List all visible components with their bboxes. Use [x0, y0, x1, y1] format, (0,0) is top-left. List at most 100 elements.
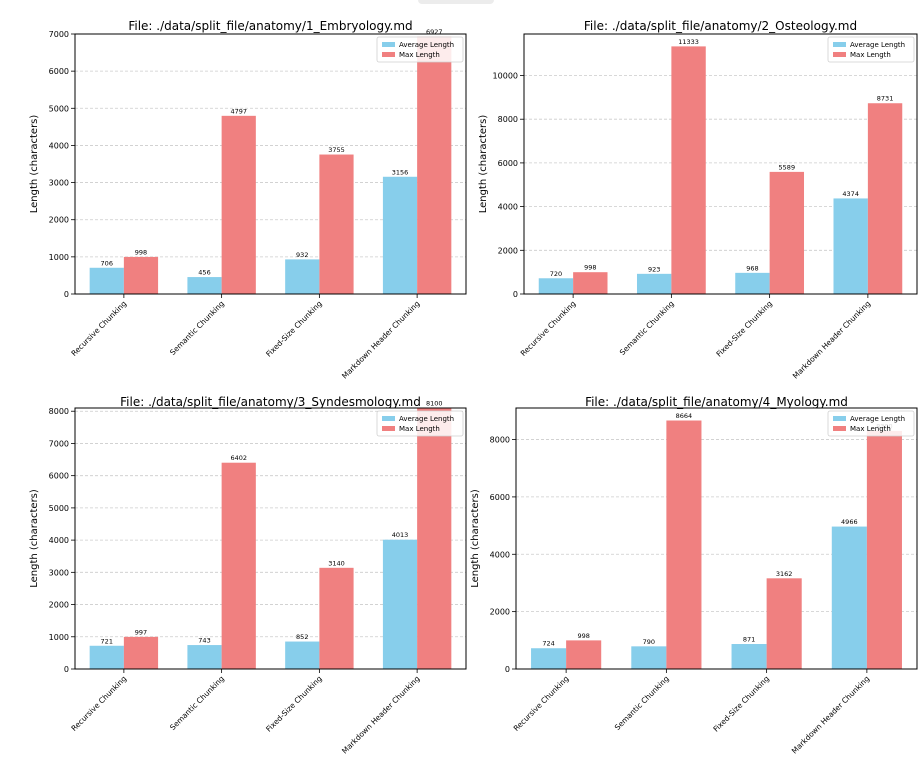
bar-value-label: 3755	[328, 146, 345, 154]
max-length-bar	[221, 115, 256, 294]
y-tick-label: 2000	[49, 601, 69, 610]
average-length-bar	[187, 645, 222, 669]
bar-value-label: 923	[648, 265, 660, 273]
y-tick-label: 8000	[490, 436, 510, 445]
bar-value-label: 720	[550, 270, 562, 278]
legend-swatch-average	[382, 42, 395, 47]
y-axis-label: Length (characters)	[29, 115, 40, 214]
x-category-label: Semantic Chunking	[168, 674, 226, 732]
x-category-label: Recursive Chunking	[519, 299, 578, 358]
legend: Average Length Max Length	[376, 36, 464, 63]
y-tick-label: 0	[505, 665, 510, 674]
bar-value-label: 8100	[426, 400, 443, 408]
y-tick-label: 8000	[498, 115, 518, 124]
legend-label-max: Max Length	[399, 51, 440, 59]
plot-frame	[523, 33, 918, 295]
y-tick-label: 5000	[49, 104, 69, 113]
average-length-bar	[636, 273, 672, 294]
y-tick-label: 4000	[49, 536, 69, 545]
x-category-label: Recursive Chunking	[512, 674, 571, 733]
x-category-label: Fixed-Size Chunking	[264, 299, 324, 359]
legend-box	[376, 36, 464, 63]
bar-value-label: 724	[542, 640, 554, 648]
average-length-bar	[89, 267, 124, 294]
legend: Average Length Max Length	[827, 36, 915, 63]
legend-label-max: Max Length	[850, 425, 891, 433]
chart-title: File: ./data/split_file/anatomy/4_Myolog…	[585, 395, 848, 409]
y-tick-label: 6000	[490, 493, 510, 502]
y-tick-label: 5000	[49, 504, 69, 513]
average-length-bar	[731, 644, 767, 669]
bars-group	[89, 36, 452, 294]
legend-swatch-average	[833, 42, 846, 47]
max-length-bar	[123, 256, 159, 294]
average-length-bar	[285, 259, 320, 294]
bar-value-label: 3162	[776, 570, 793, 578]
bar-value-label: 932	[296, 251, 308, 259]
y-tick-label: 10000	[493, 72, 518, 81]
plot-frame	[515, 407, 918, 670]
max-length-bar	[666, 420, 702, 669]
bar-value-label: 743	[198, 637, 210, 645]
plot-frame	[74, 407, 467, 670]
y-tick-label: 3000	[49, 568, 69, 577]
bar-value-label: 998	[577, 632, 589, 640]
chart-title: File: ./data/split_file/anatomy/3_Syndes…	[120, 395, 421, 409]
average-length-bar	[538, 278, 574, 294]
legend-box	[827, 36, 915, 63]
chart-panel-3: File: ./data/split_file/anatomy/3_Syndes…	[29, 395, 467, 756]
y-tick-label: 2000	[498, 246, 518, 255]
max-length-bar	[573, 272, 608, 294]
y-tick-label: 1000	[49, 253, 69, 262]
y-axis-label: Length (characters)	[470, 489, 481, 588]
x-category-label: Markdown Header Chunking	[340, 299, 422, 381]
legend-box	[376, 410, 464, 437]
chart-panel-2: File: ./data/split_file/anatomy/2_Osteol…	[478, 19, 918, 381]
max-length-bar	[319, 567, 354, 669]
average-length-bar	[833, 198, 868, 294]
x-category-label: Recursive Chunking	[69, 299, 128, 358]
average-length-bar	[831, 526, 867, 669]
y-tick-label: 3000	[49, 179, 69, 188]
x-category-label: Fixed-Size Chunking	[714, 299, 774, 359]
average-length-bar	[631, 646, 667, 669]
max-length-bar	[319, 154, 354, 294]
legend-label-max: Max Length	[399, 425, 440, 433]
average-length-bar	[89, 645, 124, 669]
bar-value-label: 4374	[842, 190, 859, 198]
legend-swatch-max	[382, 426, 395, 431]
x-category-label: Semantic Chunking	[618, 299, 676, 357]
bar-value-label: 852	[296, 633, 308, 641]
legend-label-average: Average Length	[399, 415, 454, 423]
x-category-label: Semantic Chunking	[168, 299, 226, 357]
chart-title: File: ./data/split_file/anatomy/1_Embryo…	[128, 19, 412, 33]
max-length-bar	[417, 36, 452, 294]
y-tick-label: 6000	[49, 472, 69, 481]
legend-label-average: Average Length	[850, 41, 905, 49]
average-length-bar	[531, 648, 567, 669]
bar-value-label: 997	[135, 628, 147, 636]
average-length-bar	[285, 641, 320, 669]
max-length-bar	[769, 171, 805, 294]
bar-value-label: 721	[101, 637, 113, 645]
max-length-bar	[221, 462, 256, 669]
max-length-bar	[867, 103, 903, 294]
y-tick-label: 8000	[49, 407, 69, 416]
y-tick-label: 4000	[490, 550, 510, 559]
legend-label-average: Average Length	[850, 415, 905, 423]
bar-value-label: 790	[643, 638, 655, 646]
bar-value-label: 4013	[392, 531, 409, 539]
bar-value-label: 11333	[678, 38, 699, 46]
average-length-bar	[382, 176, 418, 294]
y-tick-label: 0	[64, 665, 69, 674]
x-category-label: Markdown Header Chunking	[790, 674, 872, 756]
legend-swatch-max	[833, 52, 846, 57]
y-tick-label: 6000	[498, 159, 518, 168]
x-category-label: Markdown Header Chunking	[791, 299, 873, 381]
bar-value-label: 456	[198, 269, 210, 277]
bar-value-label: 8731	[877, 95, 894, 103]
max-length-bar	[417, 408, 452, 669]
bars-group	[538, 46, 903, 294]
average-length-bar	[382, 539, 418, 669]
